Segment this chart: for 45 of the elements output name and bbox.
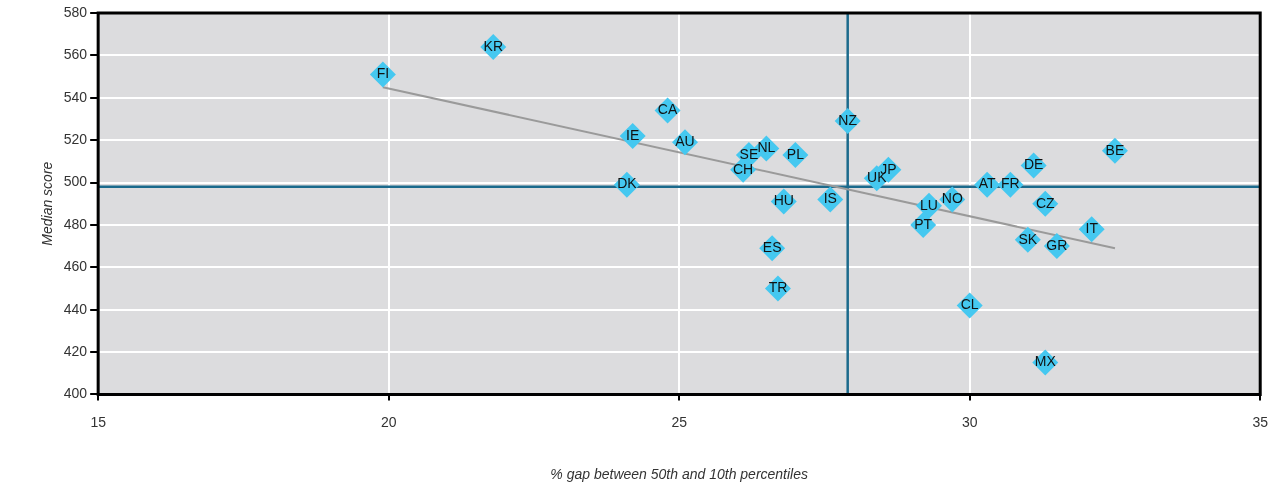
y-tick-label: 580 [63,3,88,20]
x-axis-title: % gap between 50th and 10th percentiles [550,466,809,483]
y-tick-label: 560 [63,46,88,63]
annotation: IT [1085,219,1099,236]
annotation: BE [1105,141,1125,158]
annotation: DE [1023,156,1044,173]
annotation: IS [823,190,837,207]
annotation: FR [1001,175,1020,192]
y-tick-label: 480 [63,215,88,232]
annotation: MX [1034,353,1057,370]
annotation: GR [1046,236,1068,253]
annotation: TR [768,279,788,296]
y-tick-label: 520 [63,130,88,147]
annotation: AU [675,133,695,150]
x-tick-label: 15 [90,413,107,430]
annotation: CL [960,296,979,313]
y-axis-title: Median score [39,161,56,246]
annotation: DK [617,175,638,192]
x-tick-label: 25 [671,413,688,430]
annotation: LU [920,196,938,213]
annotation: CH [732,160,754,177]
annotation: ES [762,239,782,256]
y-tick-label: 540 [63,88,88,105]
annotation: HU [773,192,794,209]
y-tick-label: 440 [63,300,88,317]
annotation: CZ [1035,194,1056,211]
x-tick-label: 20 [380,413,397,430]
annotation: IE [626,126,640,143]
annotation: PT [914,215,933,232]
annotation: NZ [838,111,858,128]
y-tick-label: 420 [63,342,88,359]
y-tick-label: 500 [63,173,88,190]
y-tick-label: 460 [63,258,88,275]
annotation: PL [786,145,805,162]
x-tick-label: 30 [961,413,978,430]
annotation: NL [757,139,776,156]
y-tick-label: 400 [63,385,88,402]
annotation: CA [657,101,678,118]
annotation: NO [941,190,963,207]
x-tick-label: 35 [1252,413,1269,430]
annotation: FI [376,65,390,82]
annotation: AT [978,175,996,192]
annotation: SE [739,145,759,162]
annotation: SK [1018,230,1038,247]
annotation: KR [483,37,503,54]
